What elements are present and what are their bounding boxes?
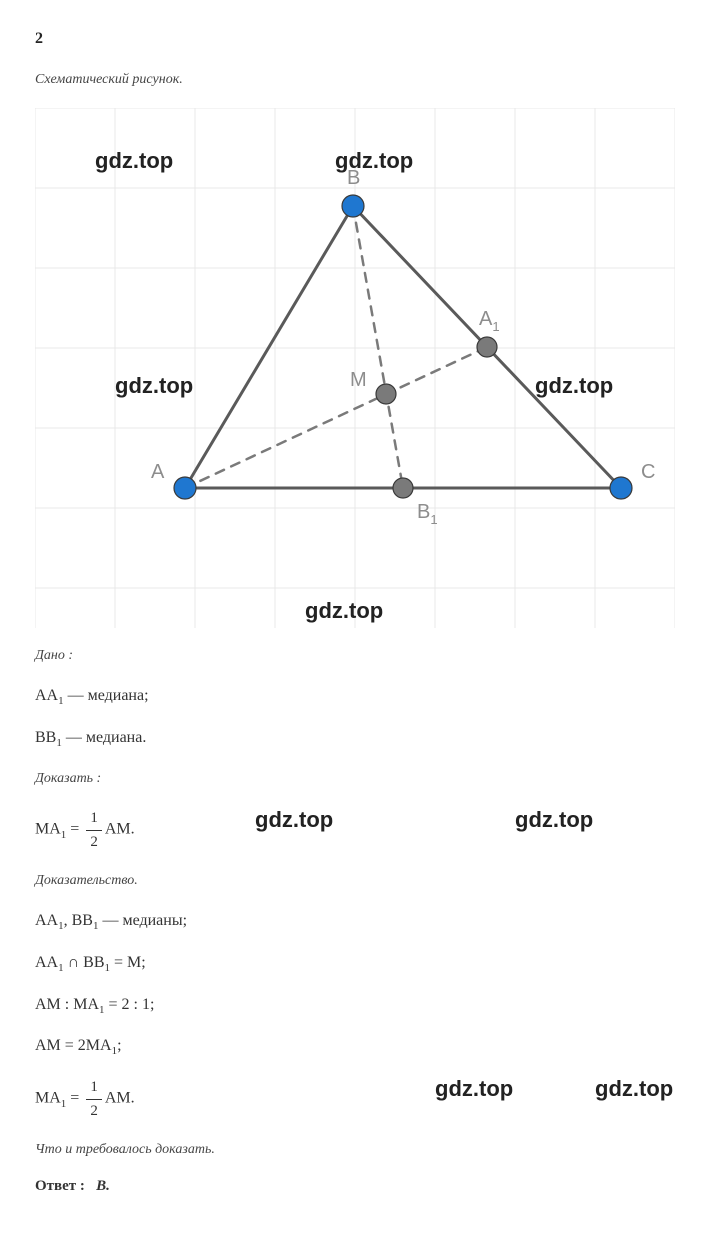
diagram-section-label: Схематический рисунок.: [35, 72, 676, 88]
p2-c: = M;: [110, 954, 146, 971]
p3-a: AM : MA: [35, 996, 99, 1013]
p5-end: AM.: [105, 1090, 135, 1107]
diagram-svg: ABCA1B1M: [35, 108, 675, 628]
p5-num: 1: [86, 1076, 102, 1100]
p1-b: , BB: [64, 912, 93, 929]
prove-1-end: AM.: [105, 821, 135, 838]
proof-line-5: MA1 = 12AM. gdz.top gdz.top: [35, 1076, 676, 1122]
p5-a: MA: [35, 1090, 61, 1107]
p2-b: ∩ BB: [64, 954, 105, 971]
watermark: gdz.top: [435, 1072, 513, 1105]
p1-a: AA: [35, 912, 58, 929]
proof-line-4: AM = 2MA1;: [35, 1034, 676, 1060]
given-line-2: BB1 — медиана.: [35, 726, 676, 752]
p5-eq: =: [66, 1090, 83, 1107]
p1-c: — медианы;: [98, 912, 187, 929]
answer-line: Ответ : B.: [35, 1178, 676, 1195]
proof-line-3: AM : MA1 = 2 : 1;: [35, 993, 676, 1019]
given-2-b: — медиана.: [62, 729, 146, 746]
svg-text:C: C: [641, 461, 655, 483]
problem-number: 2: [35, 30, 676, 48]
prove-line-1: MA1 = 12AM. gdz.top gdz.top: [35, 807, 676, 853]
p2-a: AA: [35, 954, 58, 971]
prove-1-a: MA: [35, 821, 61, 838]
prove-label: Доказать :: [35, 771, 676, 787]
proof-line-1: AA1, BB1 — медианы;: [35, 909, 676, 935]
p4-b: ;: [117, 1037, 121, 1054]
proof-line-2: AA1 ∩ BB1 = M;: [35, 951, 676, 977]
p5-den: 2: [86, 1100, 102, 1123]
prove-1-eq: =: [66, 821, 83, 838]
p3-b: = 2 : 1;: [105, 996, 155, 1013]
p4-a: AM = 2MA: [35, 1037, 112, 1054]
triangle-diagram: ABCA1B1M gdz.topgdz.topgdz.topgdz.topgdz…: [35, 108, 675, 628]
given-label: Дано :: [35, 648, 676, 664]
svg-text:A: A: [151, 461, 165, 483]
qed-label: Что и требовалось доказать.: [35, 1142, 676, 1158]
answer-label: Ответ :: [35, 1178, 85, 1194]
p5-fraction: 12: [86, 1076, 102, 1122]
prove-1-fraction: 12: [86, 807, 102, 853]
given-1-a: AA: [35, 687, 58, 704]
watermark: gdz.top: [595, 1072, 673, 1105]
prove-1-num: 1: [86, 807, 102, 831]
proof-label: Доказательство.: [35, 873, 676, 889]
watermark: gdz.top: [515, 803, 593, 836]
given-line-1: AA1 — медиана;: [35, 684, 676, 710]
watermark: gdz.top: [255, 803, 333, 836]
svg-text:B: B: [347, 167, 360, 189]
answer-value: B.: [96, 1178, 110, 1194]
prove-1-den: 2: [86, 831, 102, 854]
given-2-a: BB: [35, 729, 56, 746]
svg-text:M: M: [350, 369, 367, 391]
given-1-b: — медиана;: [64, 687, 149, 704]
